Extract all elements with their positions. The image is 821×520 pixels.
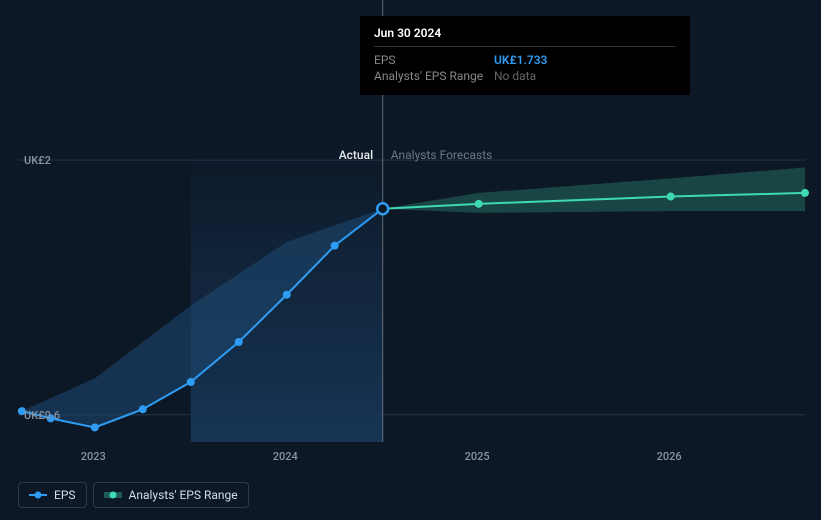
y-axis-label: UK£0.6 [24, 409, 60, 422]
x-axis-label: 2025 [465, 450, 490, 463]
tooltip-row: EPSUK£1.733 [374, 53, 676, 67]
legend-item-label: Analysts' EPS Range [129, 488, 238, 502]
legend-item[interactable]: EPS [18, 482, 87, 508]
chart-legend: EPS Analysts' EPS Range [18, 482, 249, 508]
eps-chart: Jun 30 2024 EPSUK£1.733Analysts' EPS Ran… [0, 0, 821, 520]
tooltip-date: Jun 30 2024 [374, 26, 676, 40]
tooltip-row: Analysts' EPS RangeNo data [374, 69, 676, 83]
tooltip-row-value: No data [494, 69, 536, 83]
tooltip-row-value: UK£1.733 [494, 53, 547, 67]
tooltip-row-label: EPS [374, 53, 494, 67]
tooltip-divider [374, 46, 676, 47]
line-swatch-icon [29, 489, 47, 501]
x-axis-label: 2023 [81, 450, 106, 463]
range-swatch-icon [104, 489, 122, 501]
legend-item[interactable]: Analysts' EPS Range [93, 482, 249, 508]
section-label-actual: Actual [339, 148, 373, 162]
x-axis-label: 2024 [273, 450, 298, 463]
section-label-forecast: Analysts Forecasts [391, 148, 493, 162]
chart-tooltip: Jun 30 2024 EPSUK£1.733Analysts' EPS Ran… [360, 16, 690, 95]
y-axis-label: UK£2 [24, 154, 51, 167]
x-axis-label: 2026 [657, 450, 682, 463]
legend-item-label: EPS [54, 488, 76, 502]
tooltip-row-label: Analysts' EPS Range [374, 69, 494, 83]
